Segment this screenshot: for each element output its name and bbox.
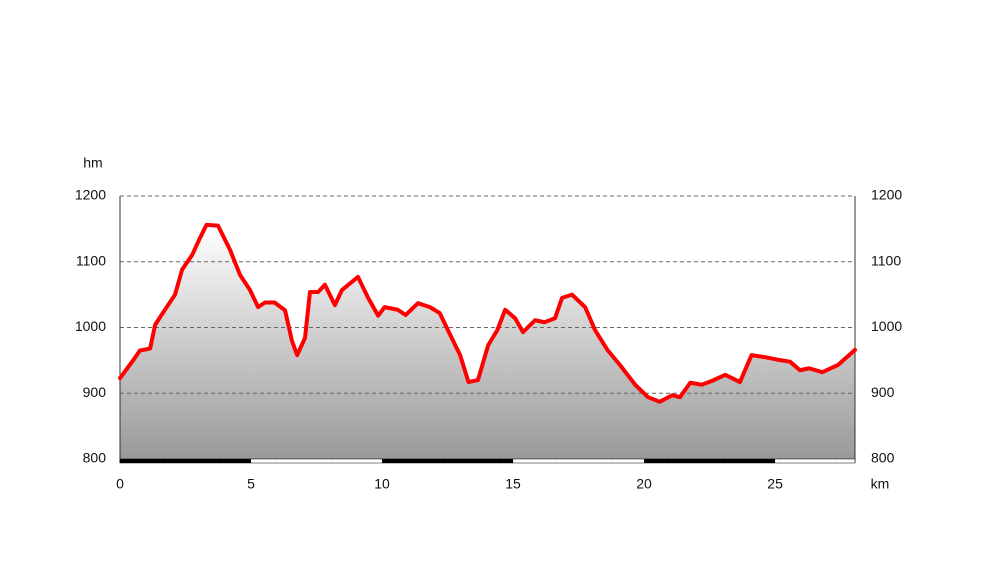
x-tick-label: 25 bbox=[767, 476, 783, 492]
x-axis-label: km bbox=[871, 476, 890, 492]
y-tick-label: 1000 bbox=[75, 318, 106, 334]
x-tick-label: 0 bbox=[116, 476, 124, 492]
y-tick-label: 900 bbox=[83, 384, 107, 400]
elevation-line bbox=[118, 222, 857, 404]
x-tick-label: 15 bbox=[505, 476, 521, 492]
y-tick-label: 1200 bbox=[75, 187, 106, 203]
elevation-area bbox=[120, 224, 855, 459]
x-tick-label: 5 bbox=[247, 476, 255, 492]
y2-tick-label: 800 bbox=[871, 450, 895, 466]
y2-tick-label: 900 bbox=[871, 384, 895, 400]
scale-bar-segment bbox=[382, 459, 514, 463]
scale-bar-segment bbox=[120, 459, 252, 463]
x-tick-label: 20 bbox=[636, 476, 652, 492]
y-tick-label: 1100 bbox=[76, 252, 106, 268]
scale-bar-segment bbox=[644, 459, 776, 463]
x-tick-label: 10 bbox=[374, 476, 390, 492]
y-axis-label: hm bbox=[83, 155, 102, 171]
y2-tick-label: 1000 bbox=[871, 318, 902, 334]
y2-tick-label: 1200 bbox=[871, 187, 902, 203]
y2-tick-label: 1100 bbox=[871, 252, 901, 268]
y-tick-label: 800 bbox=[83, 450, 107, 466]
